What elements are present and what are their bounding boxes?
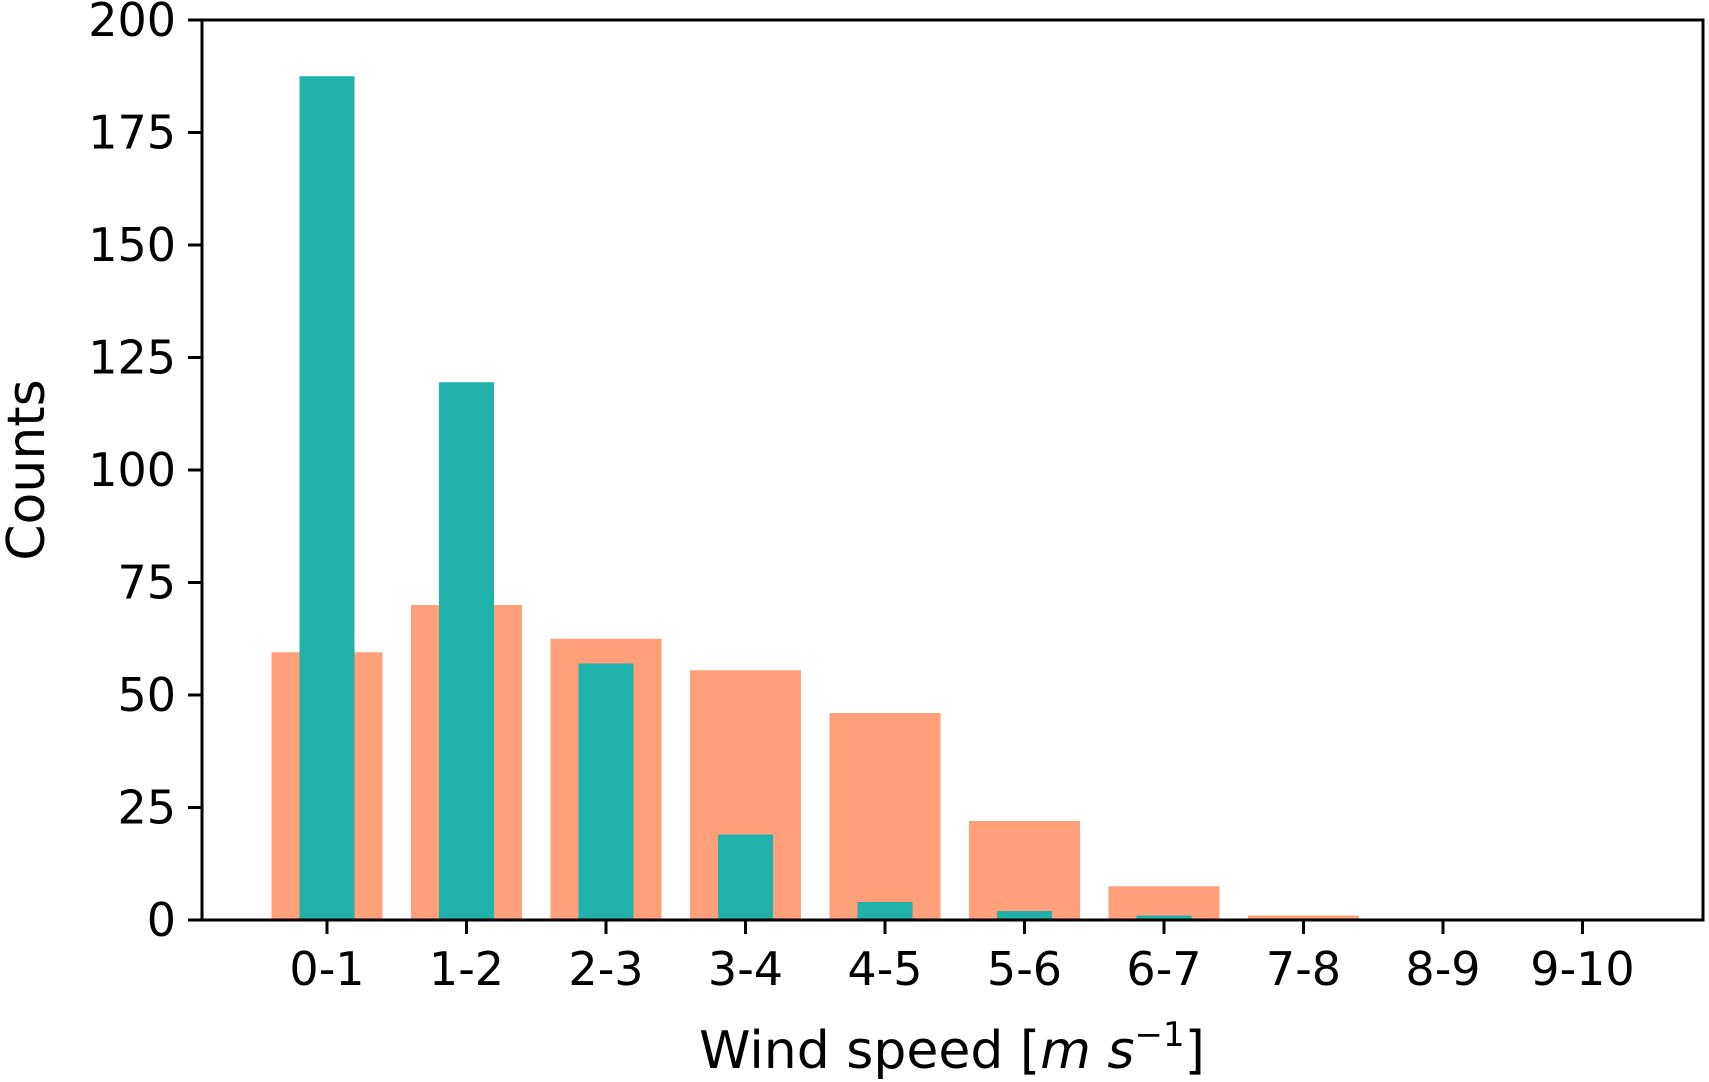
bar-series-1-5-6 (969, 821, 1080, 920)
bar-series-1-7-8 (1248, 915, 1359, 920)
x-tick-label-5-6: 5-6 (987, 942, 1062, 996)
y-tick-label-0: 0 (147, 893, 176, 947)
x-tick-label-7-8: 7-8 (1266, 942, 1341, 996)
y-tick-label-200: 200 (88, 0, 176, 47)
y-tick-label-125: 125 (88, 331, 176, 385)
x-axis-label-close: ] (1185, 1021, 1205, 1081)
x-axis-label-space (1091, 1021, 1108, 1081)
bar-series-2-1-2 (439, 382, 494, 920)
y-axis-label: Counts (0, 379, 57, 561)
bar-series-2-4-5 (857, 902, 913, 920)
bar-series-2-5-6 (997, 911, 1052, 920)
x-axis-label: Wind speed [m s−1] (699, 1015, 1205, 1081)
y-tick-label-25: 25 (117, 781, 176, 835)
y-tick-label-150: 150 (88, 218, 176, 272)
x-tick-label-3-4: 3-4 (708, 942, 783, 996)
y-tick-label-175: 175 (88, 106, 176, 160)
y-tick-label-75: 75 (117, 556, 176, 610)
x-axis-label-m: m (1040, 1021, 1091, 1081)
y-tick-label-100: 100 (88, 443, 176, 497)
bar-series-2-6-7 (1136, 915, 1192, 920)
bar-series-2-3-4 (718, 834, 773, 920)
x-tick-label-2-3: 2-3 (568, 942, 643, 996)
bar-series-1-4-5 (829, 713, 941, 920)
x-tick-label-0-1: 0-1 (289, 942, 364, 996)
series-2-bars (299, 76, 1192, 920)
bar-series-2-0-1 (299, 76, 355, 920)
x-axis-label-exp: −1 (1134, 1015, 1184, 1055)
y-axis-ticks: 0 25 50 75 100 125 150 175 200 (88, 0, 202, 947)
bar-series-1-6-7 (1108, 886, 1220, 920)
x-tick-label-1-2: 1-2 (429, 942, 504, 996)
x-tick-label-4-5: 4-5 (847, 942, 922, 996)
x-axis-ticks: 0-1 1-2 2-3 3-4 4-5 5-6 6-7 7-8 8-9 9-10 (289, 920, 1635, 996)
x-axis-label-main: Wind speed [ (699, 1021, 1040, 1081)
bar-series-2-2-3 (578, 663, 634, 920)
x-tick-label-8-9: 8-9 (1405, 942, 1480, 996)
x-tick-label-6-7: 6-7 (1126, 942, 1201, 996)
x-tick-label-9-10: 9-10 (1530, 942, 1634, 996)
x-axis-label-s: s (1107, 1021, 1134, 1081)
y-tick-label-50: 50 (117, 668, 176, 722)
